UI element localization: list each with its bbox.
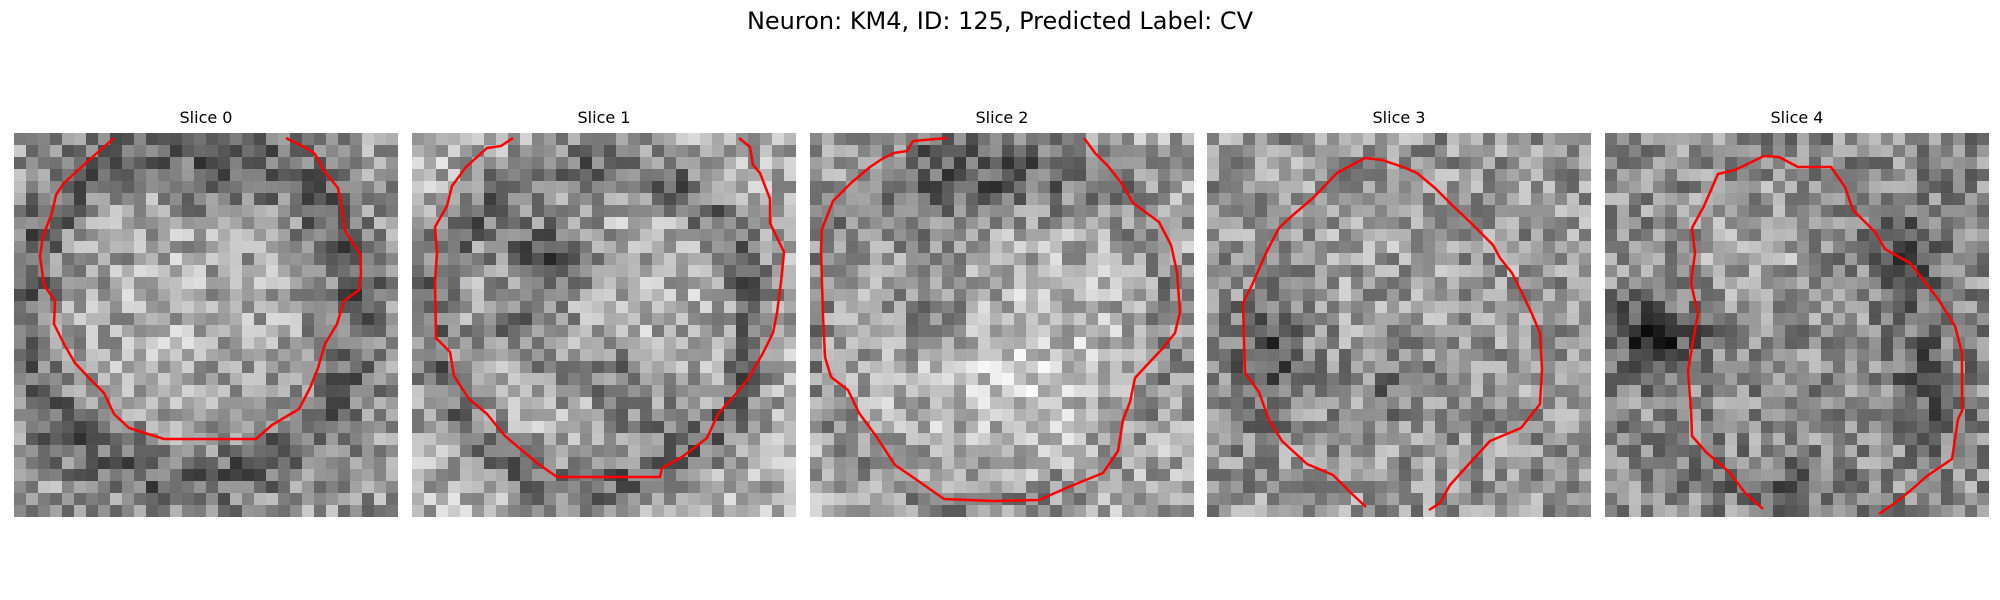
slice-image	[1605, 133, 1989, 517]
slice-image	[412, 133, 796, 517]
slice-title: Slice 2	[975, 108, 1029, 127]
slice-title: Slice 0	[179, 108, 233, 127]
slice-title: Slice 4	[1770, 108, 1824, 127]
slice-title: Slice 3	[1372, 108, 1426, 127]
slice-image	[1207, 133, 1591, 517]
slice-image	[14, 133, 398, 517]
figure-title: Neuron: KM4, ID: 125, Predicted Label: C…	[746, 7, 1254, 35]
slice-image	[810, 133, 1194, 517]
slice-title: Slice 1	[577, 108, 631, 127]
